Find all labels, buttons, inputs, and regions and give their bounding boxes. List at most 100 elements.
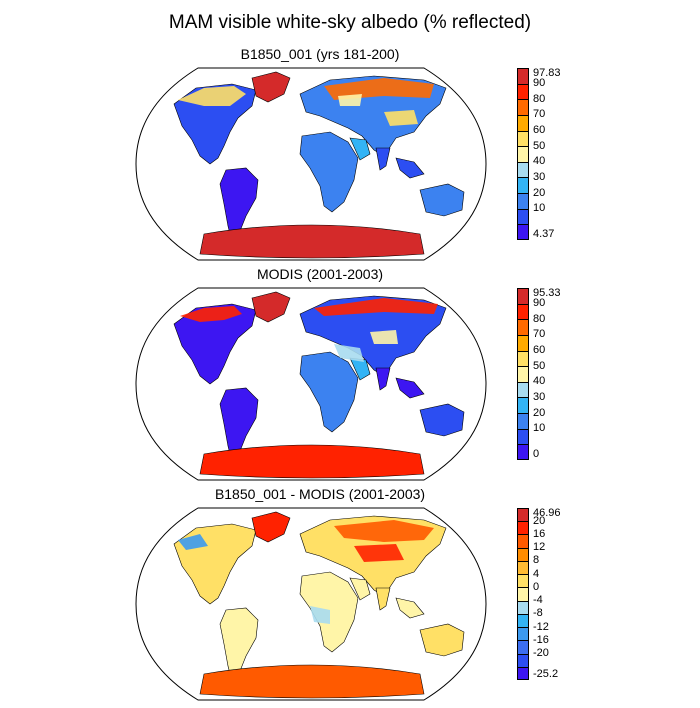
- landmass-greenland: [251, 511, 291, 543]
- colorbar-swatch: [517, 224, 529, 240]
- colorbar-label: 50: [533, 359, 546, 372]
- colorbar-label: 95.33: [533, 287, 561, 299]
- colorbar-label: -25.2: [533, 668, 559, 680]
- colorbar-label: 4: [533, 567, 540, 580]
- colorbar-label: 20: [533, 514, 546, 527]
- world-map: [135, 287, 487, 481]
- colorbar-label: 40: [533, 155, 546, 168]
- landmass-australia: [419, 183, 465, 217]
- panel-title: MODIS (2001-2003): [256, 266, 384, 282]
- colorbar-swatch: [517, 666, 529, 680]
- colorbar-label: 80: [533, 92, 546, 105]
- landmass-australia: [419, 403, 465, 437]
- colorbar-label: 40: [533, 375, 546, 388]
- colorbar-label: 80: [533, 312, 546, 325]
- world-map: [135, 67, 487, 261]
- landmass-india: [375, 147, 391, 171]
- albedo-patch: [338, 94, 362, 106]
- colorbar: 46.96 20 16 12 8 4 0 -4 -8 -12 -16 -20 -25.2: [517, 508, 577, 708]
- colorbar-label: 20: [533, 406, 546, 419]
- map-border: [135, 287, 487, 481]
- albedo-patch: [334, 520, 434, 542]
- colorbar-label: 90: [533, 297, 546, 310]
- colorbar-label: 60: [533, 344, 546, 357]
- colorbar-label: 16: [533, 527, 546, 540]
- colorbar-label: 4.37: [533, 228, 555, 240]
- albedo-patch: [180, 306, 242, 322]
- colorbar-swatch: [517, 640, 529, 654]
- colorbar-label: 60: [533, 124, 546, 137]
- landmass-africa: [299, 351, 359, 433]
- colorbar-swatch: [517, 83, 529, 100]
- landmass-greenland: [251, 291, 291, 323]
- colorbar-label: 97.83: [533, 67, 561, 79]
- albedo-patch: [178, 534, 208, 550]
- albedo-patch: [178, 86, 246, 106]
- figure-title: MAM visible white-sky albedo (% reflecte…: [168, 12, 532, 33]
- albedo-patch: [354, 544, 404, 562]
- colorbar-swatch: [517, 177, 529, 194]
- colorbar-label: 46.96: [533, 507, 561, 519]
- albedo-patch: [324, 78, 434, 100]
- colorbar-label: 0: [533, 448, 540, 460]
- colorbar-swatch: [517, 161, 529, 178]
- colorbar-swatch: [517, 288, 529, 304]
- colorbar-swatch: [517, 413, 529, 429]
- colorbar-swatch: [517, 560, 529, 575]
- panel-title: B1850_001 (yrs 181-200): [240, 46, 400, 62]
- colorbar: 95.33 90 80 70 60 50 40 30 20 10 0: [517, 288, 577, 488]
- colorbar-label: -16: [533, 633, 549, 646]
- colorbar-swatch: [517, 303, 529, 320]
- landmass-arabia: [349, 577, 371, 601]
- colorbar-swatch: [517, 428, 529, 445]
- colorbar-label: 70: [533, 108, 546, 121]
- colorbar-label: 10: [533, 422, 546, 435]
- colorbar-label: 10: [533, 202, 546, 215]
- colorbar-label: 20: [533, 186, 546, 199]
- landmass-africa: [299, 131, 359, 213]
- colorbar-swatch: [517, 547, 529, 561]
- world-map: [135, 507, 487, 701]
- colorbar-swatch: [517, 521, 529, 535]
- colorbar-label: 90: [533, 77, 546, 90]
- map-border: [135, 67, 487, 261]
- colorbar-swatch: [517, 99, 529, 115]
- colorbar-label: -8: [533, 607, 543, 620]
- colorbar-label: -20: [533, 647, 549, 660]
- colorbar-label: 0: [533, 580, 540, 593]
- albedo-patch: [314, 298, 438, 316]
- landmass-india: [375, 587, 391, 611]
- colorbar-swatch: [517, 114, 529, 131]
- colorbar-label: 30: [533, 170, 546, 183]
- landmass-northAmerica: [173, 303, 257, 385]
- colorbar-label: 8: [533, 554, 540, 567]
- colorbar-swatch: [517, 381, 529, 398]
- landmass-northAmerica: [173, 523, 257, 605]
- colorbar: 97.83 90 80 70 60 50 40 30 20 10 4.37: [517, 68, 577, 268]
- colorbar-label: 12: [533, 541, 546, 554]
- landmass-greenland: [251, 71, 291, 103]
- colorbar-swatch: [517, 444, 529, 460]
- albedo-patch: [310, 606, 330, 624]
- colorbar-swatch: [517, 627, 529, 641]
- colorbar-label: -12: [533, 620, 549, 633]
- colorbar-label: 50: [533, 139, 546, 152]
- landmass-antarctica: [199, 664, 425, 699]
- colorbar-swatch: [517, 397, 529, 414]
- colorbar-swatch: [517, 193, 529, 209]
- albedo-patch: [370, 330, 398, 344]
- colorbar-swatch: [517, 574, 529, 588]
- colorbar-swatch: [517, 508, 529, 522]
- panel-title: B1850_001 - MODIS (2001-2003): [214, 486, 426, 502]
- landmass-arabia: [349, 137, 371, 161]
- colorbar-label: 70: [533, 328, 546, 341]
- colorbar-swatch: [517, 68, 529, 84]
- colorbar-swatch: [517, 130, 529, 147]
- colorbar-swatch: [517, 366, 529, 382]
- landmass-seAsia: [395, 377, 425, 399]
- colorbar-label: 30: [533, 390, 546, 403]
- colorbar-swatch: [517, 334, 529, 351]
- albedo-patch: [334, 344, 364, 362]
- colorbar-label: -4: [533, 594, 543, 607]
- colorbar-swatch: [517, 319, 529, 335]
